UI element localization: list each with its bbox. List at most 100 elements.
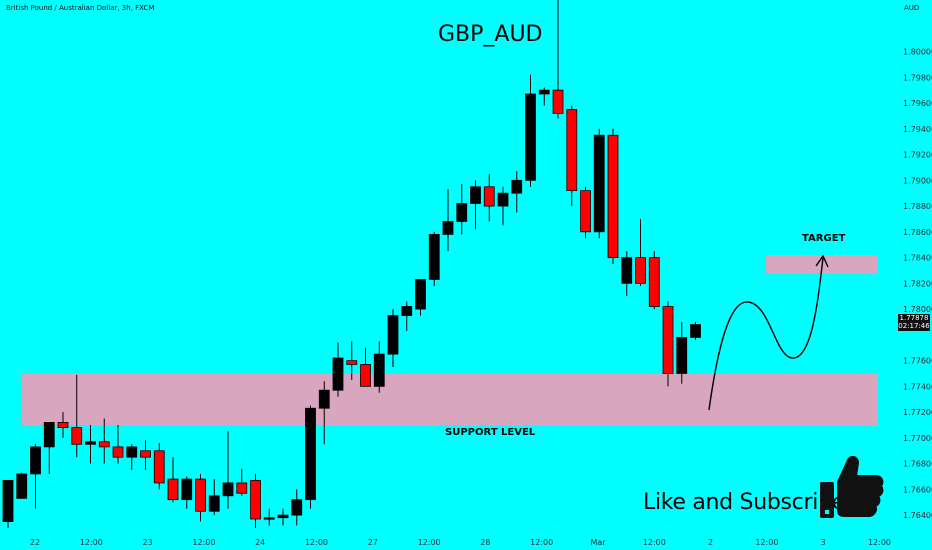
candle[interactable] (538, 87, 550, 106)
candle-body (291, 499, 303, 516)
candle-body (208, 495, 220, 512)
candle[interactable] (30, 444, 41, 509)
candle-body (263, 517, 275, 520)
candle-body (332, 357, 344, 391)
candle-body (140, 450, 151, 458)
candle[interactable] (483, 173, 495, 222)
candle[interactable] (415, 279, 426, 316)
projection-path (708, 257, 824, 411)
candle[interactable] (470, 180, 481, 230)
candle[interactable] (607, 128, 619, 264)
candle-body (497, 192, 509, 207)
candle-body (566, 109, 578, 191)
x-tick-label: 12:00 (868, 538, 891, 547)
candle[interactable] (346, 341, 358, 380)
candle[interactable] (593, 128, 605, 239)
candle[interactable] (690, 321, 701, 340)
candle[interactable] (140, 440, 151, 471)
candle[interactable] (456, 184, 468, 235)
candle[interactable] (676, 321, 688, 384)
candle[interactable] (318, 381, 330, 445)
candle-body (662, 306, 674, 374)
candle[interactable] (181, 476, 193, 509)
x-tick-label: 12:00 (192, 538, 215, 547)
y-tick-label: 1.77200 (903, 408, 932, 417)
x-tick-label: 12:00 (643, 538, 666, 547)
candle[interactable] (98, 418, 110, 464)
candle[interactable] (442, 189, 454, 252)
candle-body (360, 364, 371, 387)
candle-body (236, 482, 248, 494)
candle[interactable] (497, 186, 509, 226)
symbol-header: British Pound / Australian Dollar, 3h, F… (6, 4, 155, 12)
candle[interactable] (566, 105, 578, 207)
x-tick-label: 12:00 (418, 538, 441, 547)
candle-body (483, 186, 495, 207)
candle[interactable] (208, 479, 220, 516)
candle-body (2, 479, 14, 522)
candle[interactable] (85, 424, 96, 464)
candle-body (250, 479, 261, 520)
last-price-tag: 1.77878 02:17:46 (898, 314, 930, 331)
candle-body (305, 407, 316, 501)
candle-body (98, 441, 110, 448)
candle-body (222, 482, 234, 497)
candle[interactable] (401, 301, 413, 331)
candle[interactable] (305, 405, 316, 509)
candle[interactable] (525, 74, 536, 187)
candle-body (16, 473, 28, 499)
x-tick-label: 12:00 (305, 538, 328, 547)
candle[interactable] (662, 301, 674, 387)
candle[interactable] (43, 421, 55, 474)
candle-body (690, 324, 701, 338)
candle[interactable] (277, 508, 289, 526)
candle[interactable] (291, 489, 303, 526)
candle[interactable] (153, 443, 165, 490)
thumbs-up-icon[interactable] (816, 452, 884, 524)
candle-body (346, 360, 358, 365)
candle-body (635, 257, 646, 284)
candle[interactable] (263, 508, 275, 526)
candle[interactable] (71, 374, 83, 458)
candle-body (580, 190, 591, 233)
x-tick-label: Mar (590, 538, 606, 547)
candle[interactable] (552, 0, 564, 119)
candle[interactable] (16, 472, 28, 499)
candle-body (648, 257, 660, 307)
candle[interactable] (167, 457, 179, 503)
candle-body (401, 306, 413, 316)
candle[interactable] (112, 424, 124, 464)
candle[interactable] (222, 431, 234, 509)
x-tick-label: 2 (708, 538, 713, 547)
candle[interactable] (373, 341, 385, 393)
candle[interactable] (428, 231, 440, 286)
candle-body (195, 478, 206, 512)
candle-body (456, 203, 468, 222)
x-axis: 22 12:00 23 12:00 24 12:00 27 12:00 28 12:00 Mar 12… (30, 538, 891, 547)
candle[interactable] (250, 473, 261, 528)
candle-body (71, 427, 83, 445)
candle[interactable] (580, 186, 591, 239)
x-tick-label: 3 (821, 538, 826, 547)
candle-body (318, 389, 330, 409)
y-axis: 1.80000 1.79800 1.79600 1.79400 1.79200 1.790… (903, 48, 932, 521)
candle[interactable] (511, 171, 523, 213)
candle[interactable] (236, 468, 248, 496)
x-tick-label: 22 (30, 538, 40, 547)
candle[interactable] (635, 218, 646, 286)
candle[interactable] (2, 479, 14, 528)
candle[interactable] (195, 473, 206, 522)
candle[interactable] (57, 412, 69, 438)
candle[interactable] (621, 251, 633, 297)
y-tick-label: 1.76400 (903, 511, 932, 520)
candle[interactable] (387, 309, 399, 368)
candle[interactable] (126, 444, 138, 471)
candle-body (112, 446, 124, 458)
y-tick-label: 1.78800 (903, 202, 932, 211)
y-tick-label: 1.78600 (903, 228, 932, 237)
candle[interactable] (332, 342, 344, 397)
candle[interactable] (648, 251, 660, 310)
candle[interactable] (360, 347, 371, 387)
